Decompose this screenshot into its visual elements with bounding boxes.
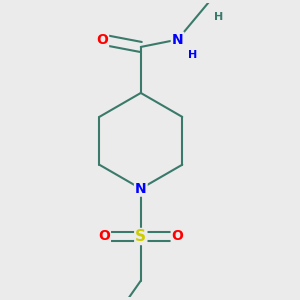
Text: H: H — [214, 13, 224, 22]
Text: O: O — [172, 230, 184, 244]
Text: N: N — [172, 33, 183, 46]
Text: O: O — [98, 230, 110, 244]
Text: N: N — [135, 182, 147, 196]
Text: H: H — [188, 50, 197, 60]
Text: S: S — [135, 229, 146, 244]
Text: O: O — [96, 33, 108, 46]
